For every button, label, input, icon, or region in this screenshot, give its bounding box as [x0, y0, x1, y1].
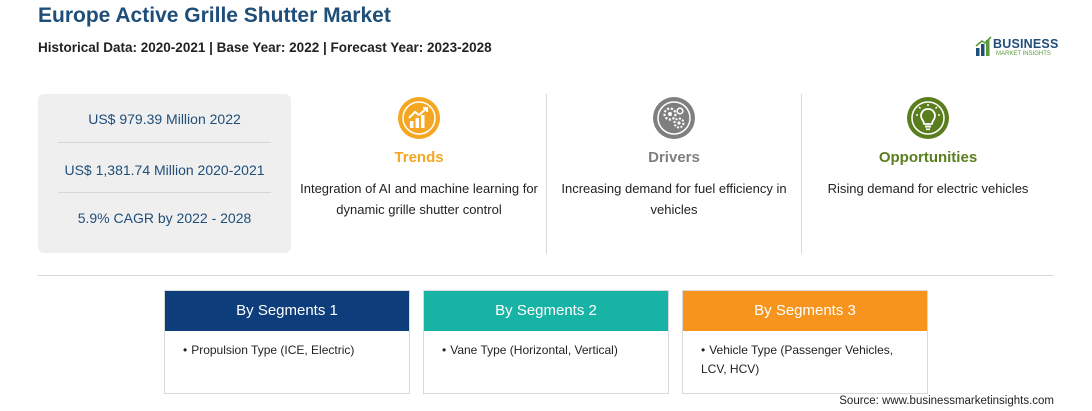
gears-icon — [653, 97, 695, 139]
segment-3-list: Vehicle Type (Passenger Vehicles, LCV, H… — [683, 331, 927, 379]
segment-1-title: By Segments 1 — [165, 291, 409, 331]
drivers-column: Drivers Increasing demand for fuel effic… — [554, 94, 794, 254]
segment-card-1: By Segments 1 Propulsion Type (ICE, Elec… — [164, 290, 410, 394]
segment-2-list: Vane Type (Horizontal, Vertical) — [424, 331, 668, 360]
stat-market-value-historical: US$ 1,381.74 Million 2020-2021 — [64, 162, 265, 178]
stat-cagr: 5.9% CAGR by 2022 - 2028 — [77, 210, 252, 226]
opportunities-heading: Opportunities — [878, 149, 978, 166]
segment-1-list: Propulsion Type (ICE, Electric) — [165, 331, 409, 360]
segment-3-item: Vehicle Type (Passenger Vehicles, LCV, H… — [701, 341, 917, 379]
segment-1-item: Propulsion Type (ICE, Electric) — [183, 341, 399, 360]
drivers-text: Increasing demand for fuel efficiency in… — [561, 181, 787, 217]
column-divider — [801, 94, 802, 254]
opportunities-text: Rising demand for electric vehicles — [827, 181, 1029, 196]
opportunities-column: Opportunities Rising demand for electric… — [808, 94, 1048, 254]
trends-column: Trends Integration of AI and machine lea… — [299, 94, 539, 254]
source-link[interactable]: Source: www.businessmarketinsights.com — [839, 395, 1054, 407]
logo-icon — [975, 36, 992, 56]
logo-name: BUSINESS — [993, 37, 1059, 51]
stat-divider — [58, 142, 271, 143]
section-divider — [38, 275, 1054, 276]
page-subtitle: Historical Data: 2020-2021 | Base Year: … — [38, 40, 492, 55]
trends-heading: Trends — [394, 149, 444, 166]
segment-card-2: By Segments 2 Vane Type (Horizontal, Ver… — [423, 290, 669, 394]
logo-tagline: MARKET INSIGHTS — [996, 51, 1051, 57]
column-divider — [546, 94, 547, 254]
stat-market-value-2022: US$ 979.39 Million 2022 — [88, 111, 241, 127]
company-logo: BUSINESS MARKET INSIGHTS — [975, 34, 1065, 62]
market-stats-panel: US$ 979.39 Million 2022 US$ 1,381.74 Mil… — [38, 94, 291, 253]
trends-text: Integration of AI and machine learning f… — [300, 181, 538, 217]
page-title: Europe Active Grille Shutter Market — [38, 4, 391, 27]
segment-2-item: Vane Type (Horizontal, Vertical) — [442, 341, 658, 360]
segment-card-3: By Segments 3 Vehicle Type (Passenger Ve… — [682, 290, 928, 394]
lightbulb-icon — [907, 97, 949, 139]
stat-divider — [58, 192, 271, 193]
segment-3-title: By Segments 3 — [683, 291, 927, 331]
segment-2-title: By Segments 2 — [424, 291, 668, 331]
drivers-heading: Drivers — [648, 149, 700, 166]
trends-chart-icon — [398, 97, 440, 139]
